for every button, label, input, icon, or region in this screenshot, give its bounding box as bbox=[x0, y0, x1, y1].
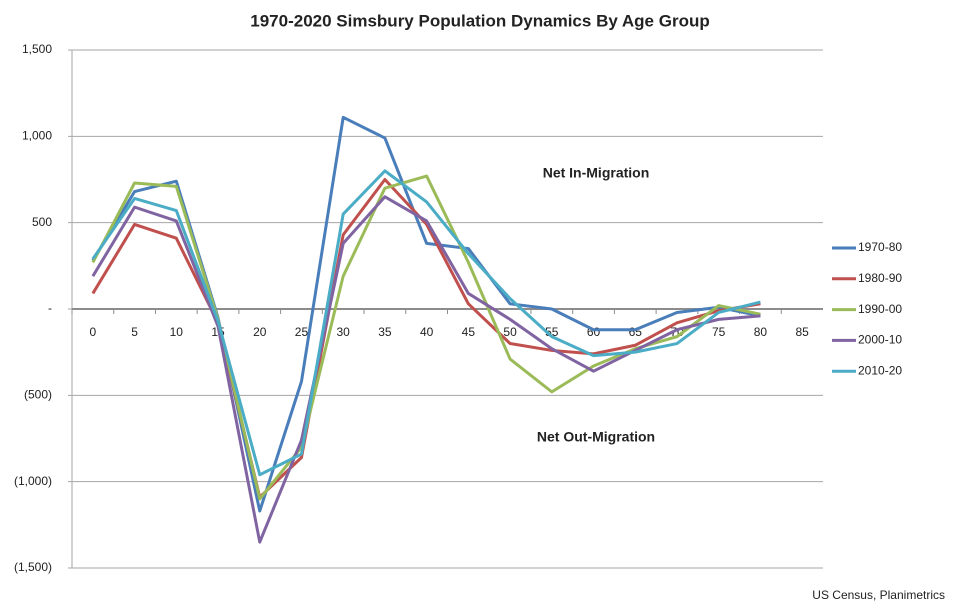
y-tick-label: 1,500 bbox=[22, 42, 52, 56]
x-tick-label: 45 bbox=[462, 325, 476, 339]
legend-label: 2000-10 bbox=[858, 333, 902, 347]
chart-title: 1970-2020 Simsbury Population Dynamics B… bbox=[250, 11, 709, 30]
legend-label: 1970-80 bbox=[858, 240, 902, 254]
y-tick-label: (1,500) bbox=[14, 560, 52, 574]
x-tick-label: 75 bbox=[712, 325, 726, 339]
legend-label: 1990-00 bbox=[858, 302, 902, 316]
x-tick-label: 50 bbox=[503, 325, 517, 339]
x-tick-label: 80 bbox=[754, 325, 768, 339]
legend-label: 2010-20 bbox=[858, 363, 902, 377]
x-tick-label: 30 bbox=[337, 325, 351, 339]
series-line bbox=[91, 169, 761, 477]
annotation: Net Out-Migration bbox=[537, 429, 655, 445]
y-tick-label: - bbox=[48, 301, 52, 315]
x-tick-label: 10 bbox=[170, 325, 184, 339]
x-tick-label: 40 bbox=[420, 325, 434, 339]
annotation: Net In-Migration bbox=[543, 165, 650, 181]
x-tick-label: 35 bbox=[378, 325, 392, 339]
x-tick-label: 5 bbox=[131, 325, 138, 339]
y-tick-label: 1,000 bbox=[22, 129, 52, 143]
x-tick-label: 0 bbox=[90, 325, 97, 339]
x-tick-label: 25 bbox=[295, 325, 309, 339]
y-tick-label: (500) bbox=[24, 388, 52, 402]
series-line bbox=[91, 195, 761, 544]
legend-label: 1980-90 bbox=[858, 271, 902, 285]
source: US Census, Planimetrics bbox=[812, 588, 945, 602]
x-tick-label: 85 bbox=[795, 325, 809, 339]
x-tick-label: 20 bbox=[253, 325, 267, 339]
y-tick-label: (1,000) bbox=[14, 474, 52, 488]
y-tick-label: 500 bbox=[32, 215, 52, 229]
